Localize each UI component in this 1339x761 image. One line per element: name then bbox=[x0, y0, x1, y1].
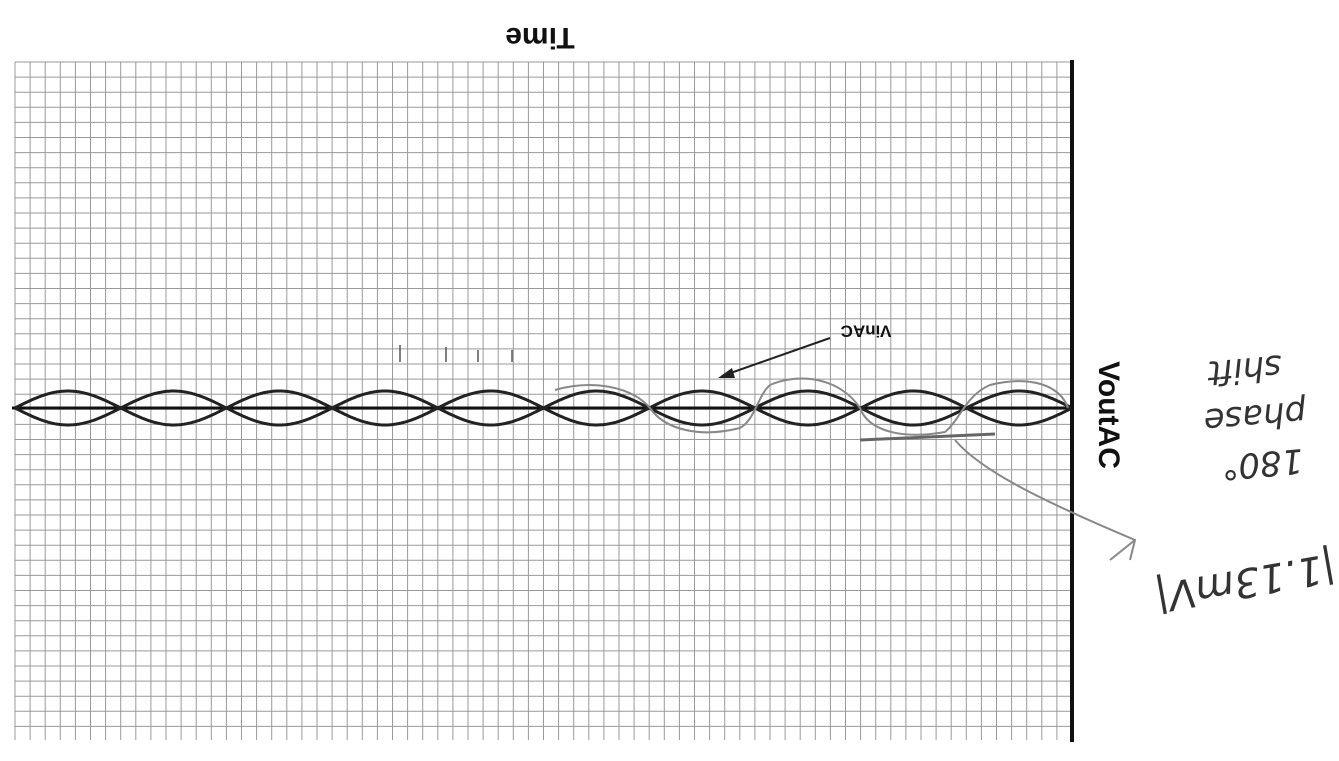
vout-wave bbox=[14, 389, 1072, 427]
arrow-head bbox=[718, 368, 735, 378]
time-label: Time bbox=[505, 21, 574, 54]
phase-note: 180° bbox=[1220, 440, 1305, 487]
phase-note: shift bbox=[1205, 346, 1284, 392]
hand-drawn-wave bbox=[554, 377, 1137, 561]
phase-note: phase bbox=[1202, 392, 1309, 441]
vin-label: VinAC bbox=[841, 322, 892, 341]
tick-scribbles bbox=[399, 345, 513, 362]
vin-arrow bbox=[721, 337, 831, 377]
amplitude-note: |1.13mV| bbox=[1152, 543, 1339, 620]
vout-label: VoutAC bbox=[1092, 361, 1125, 469]
graph-grid bbox=[14, 61, 1073, 740]
